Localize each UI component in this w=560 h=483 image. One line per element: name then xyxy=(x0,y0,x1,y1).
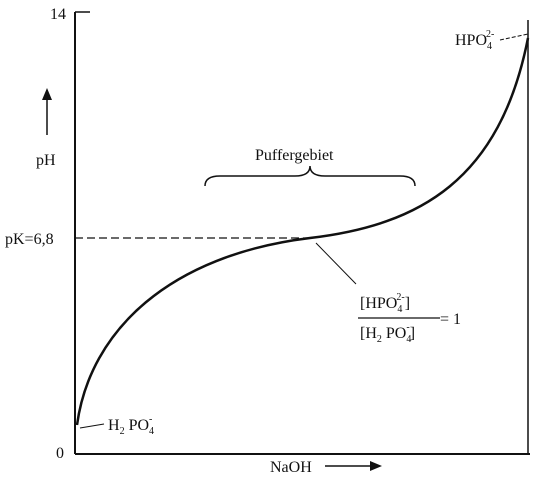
y-title: pH xyxy=(36,152,56,169)
ph-arrowhead xyxy=(42,88,52,100)
y-mid-label: pK=6,8 xyxy=(5,231,54,248)
leader-bottom xyxy=(79,423,105,429)
naoh-arrowhead xyxy=(370,461,382,471)
top-species: HPO42- xyxy=(455,29,494,52)
bottom-species: H2 PO4- xyxy=(108,414,154,437)
x-title: NaOH xyxy=(270,459,312,476)
buffer-label: Puffergebiet xyxy=(255,147,334,164)
buffer-brace xyxy=(204,165,416,187)
y-top-label: 14 xyxy=(50,6,66,23)
leader-ratio xyxy=(315,242,357,285)
ratio-equals: = 1 xyxy=(440,311,461,328)
leader-top xyxy=(499,33,529,41)
ratio-numerator: [HPO42-] xyxy=(360,292,410,315)
ratio-denominator: [H2 PO4-] xyxy=(360,322,415,345)
titration-curve xyxy=(75,37,530,426)
y-bottom-label: 0 xyxy=(56,445,64,462)
